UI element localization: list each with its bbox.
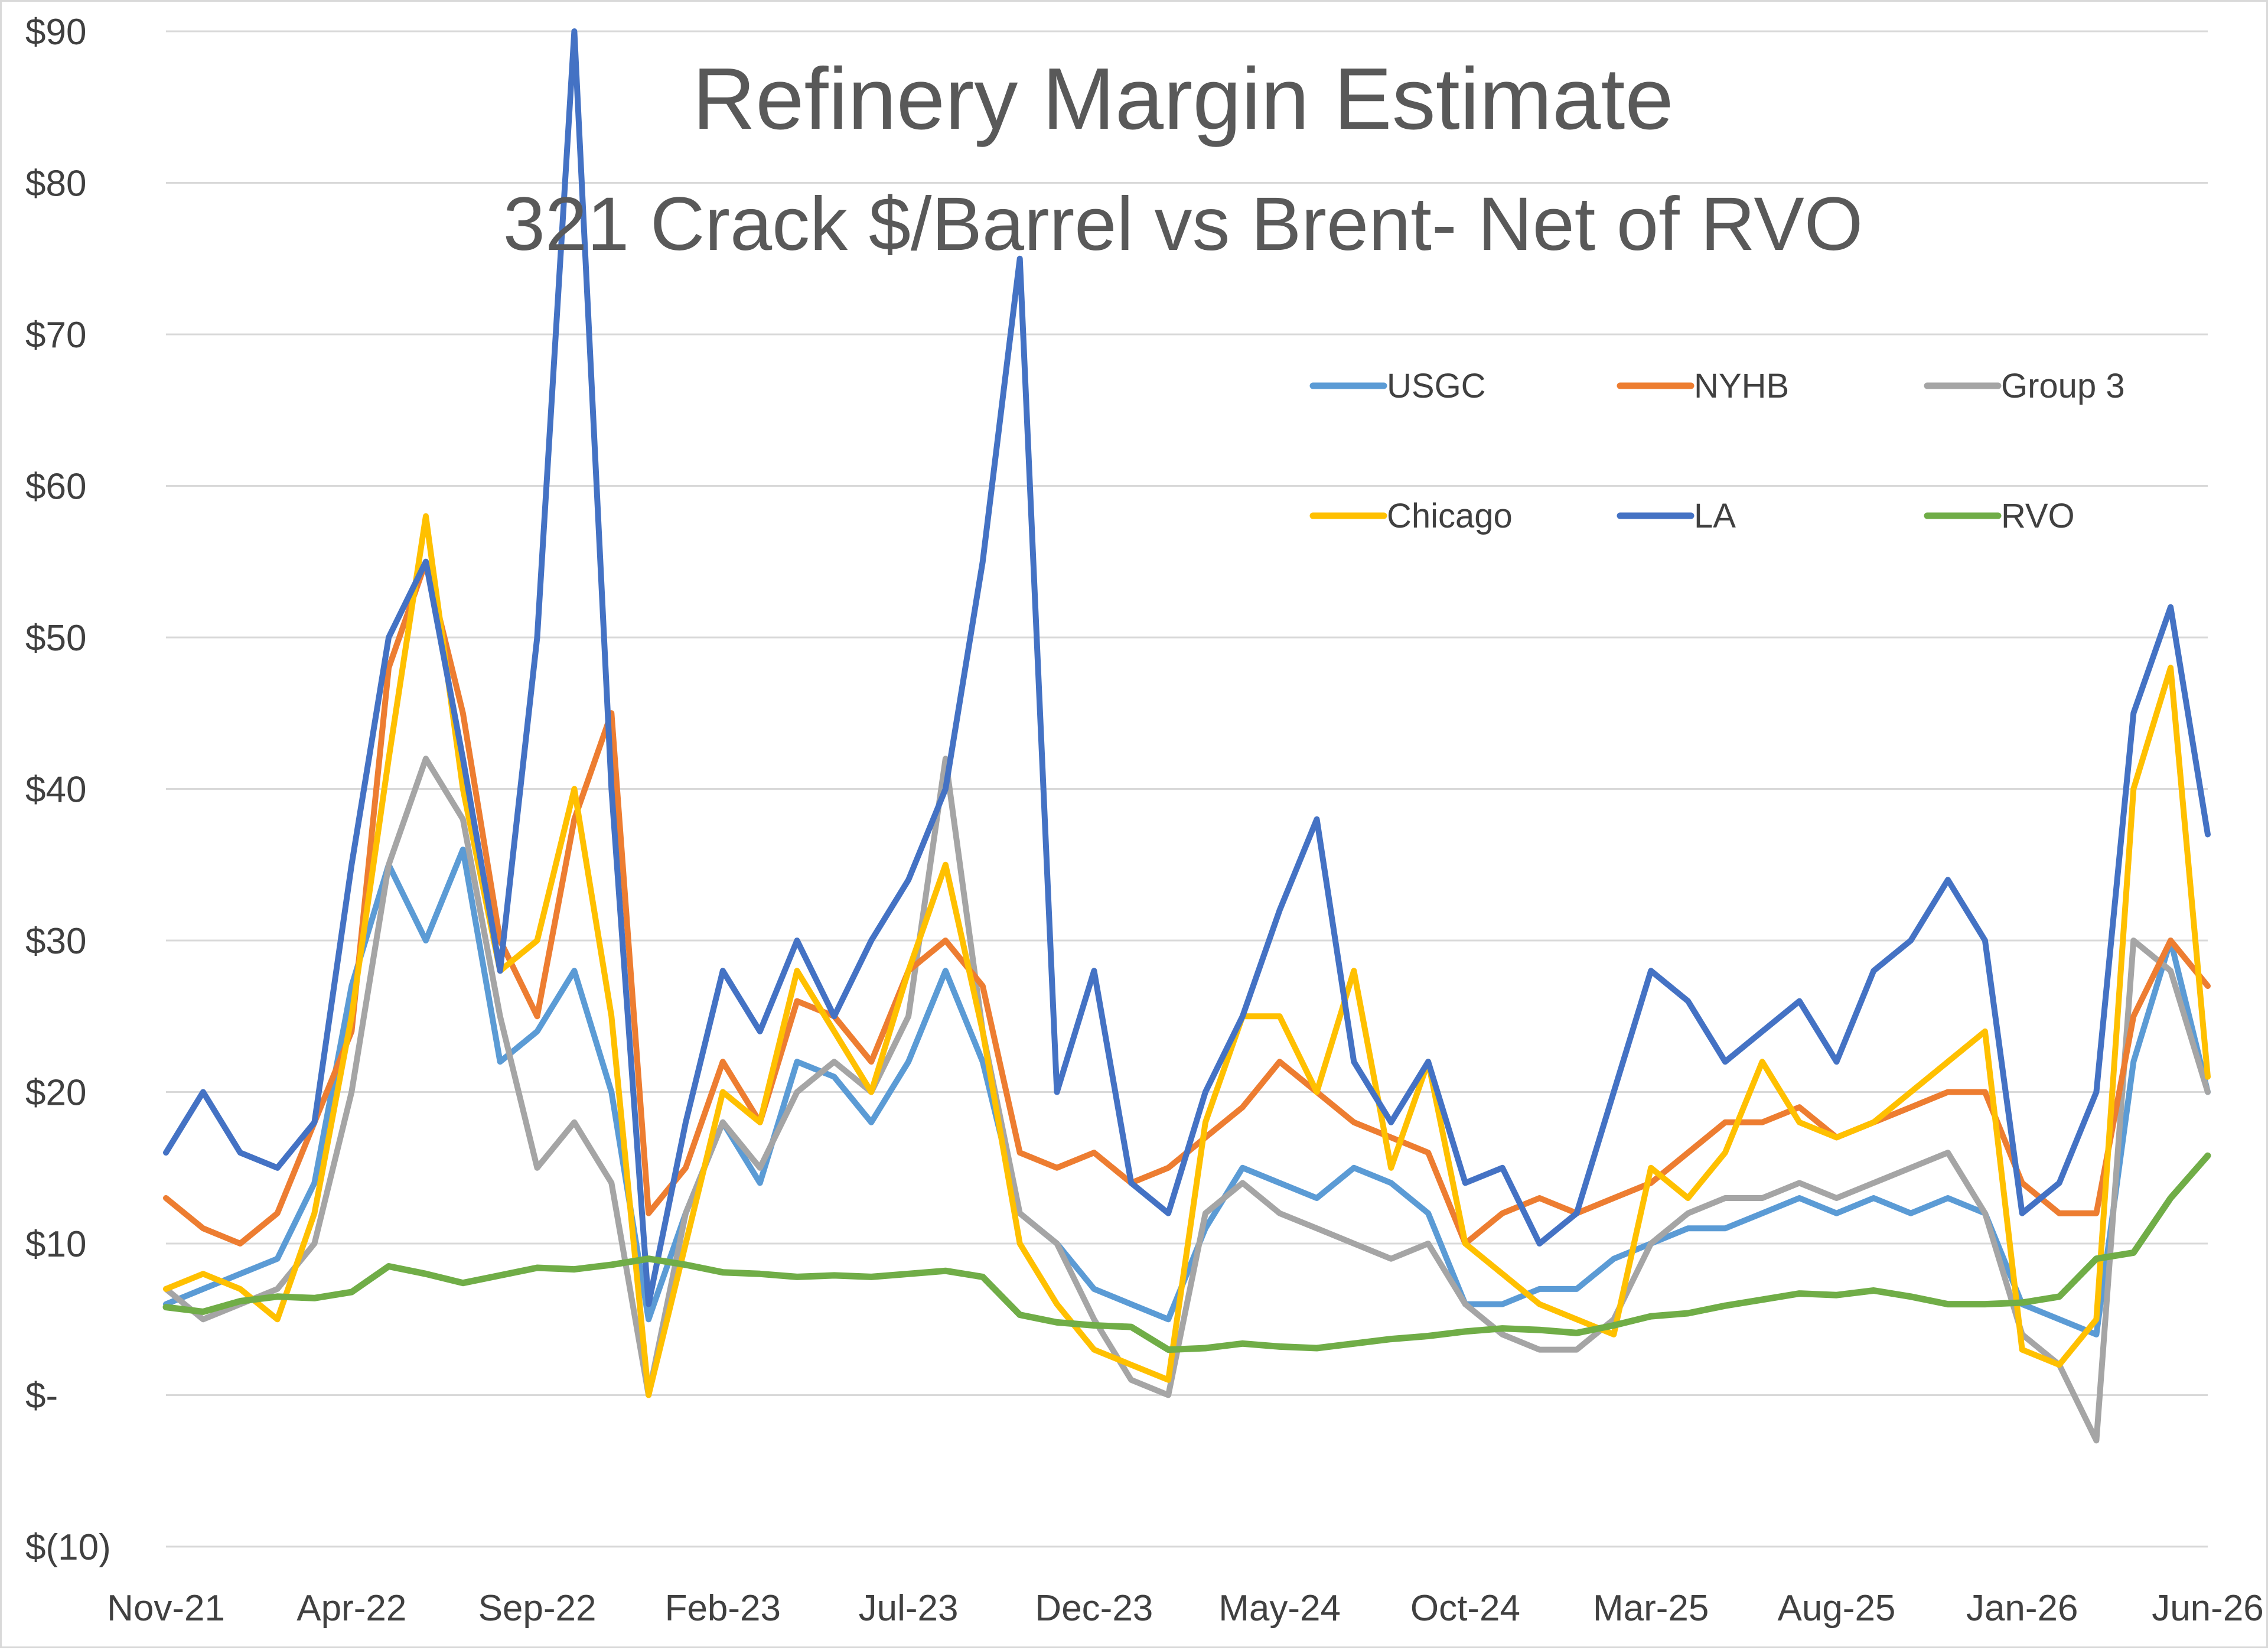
legend-item-chicago: Chicago	[1309, 497, 1513, 535]
y-tick-label: $-	[25, 1376, 58, 1417]
legend-label: USGC	[1387, 367, 1486, 405]
series-line-usgc	[163, 847, 2211, 1337]
x-tick-label: Nov-21	[107, 1588, 225, 1629]
series-line-rvo	[162, 1152, 2211, 1353]
y-tick-label: $30	[25, 921, 86, 962]
x-tick-label: May-24	[1218, 1588, 1341, 1629]
x-tick-label: Dec-23	[1035, 1588, 1153, 1629]
x-tick-label: Oct-24	[1410, 1588, 1520, 1629]
legend-label: RVO	[2001, 497, 2075, 535]
y-tick-label: $70	[25, 315, 86, 356]
series-lines	[162, 28, 2211, 1444]
legend-label: Chicago	[1387, 497, 1513, 535]
y-axis-tick-labels: $90 $80 $70 $60 $50 $40 $30 $20 $10 $- $(10)	[25, 12, 111, 1568]
x-tick-label: Mar-25	[1593, 1588, 1709, 1629]
legend-label: NYHB	[1694, 367, 1789, 405]
legend-label: Group 3	[2001, 367, 2125, 405]
x-axis-tick-labels: Nov-21 Apr-22 Sep-22 Feb-23 Jul-23 Dec-23 May-…	[107, 1588, 2264, 1629]
y-tick-label: $90	[25, 12, 86, 53]
legend-item-usgc: USGC	[1309, 367, 1486, 405]
x-tick-label: Apr-22	[296, 1588, 406, 1629]
legend-item-rvo: RVO	[1924, 497, 2075, 535]
x-tick-label: Jun-26	[2152, 1588, 2264, 1629]
y-tick-label: $40	[25, 770, 86, 811]
x-tick-label: Jan-26	[1966, 1588, 2078, 1629]
series-line-la	[163, 28, 2211, 1307]
legend-item-nyhb: NYHB	[1617, 367, 1789, 405]
y-tick-label: $60	[25, 467, 86, 507]
legend-item-group-3: Group 3	[1924, 367, 2125, 405]
chart-subtitle: 321 Crack $/Barrel vs Brent- Net of RVO	[503, 182, 1863, 266]
y-tick-label: $(10)	[25, 1527, 111, 1568]
y-tick-label: $10	[25, 1224, 86, 1265]
series-line-group-3	[163, 756, 2211, 1444]
y-tick-label: $80	[25, 164, 86, 204]
legend-item-la: LA	[1617, 497, 1736, 535]
legend-label: LA	[1694, 497, 1736, 535]
series-line-chicago	[163, 513, 2211, 1398]
x-tick-label: Sep-22	[478, 1588, 597, 1629]
x-tick-label: Jul-23	[859, 1588, 959, 1629]
y-tick-label: $20	[25, 1073, 86, 1114]
y-tick-label: $50	[25, 618, 86, 659]
chart-title: Refinery Margin Estimate	[692, 50, 1673, 148]
x-tick-label: Feb-23	[665, 1588, 781, 1629]
x-tick-label: Aug-25	[1777, 1588, 1895, 1629]
legend: USGC NYHB Group 3 Chicago LA RVO	[1309, 367, 2125, 535]
